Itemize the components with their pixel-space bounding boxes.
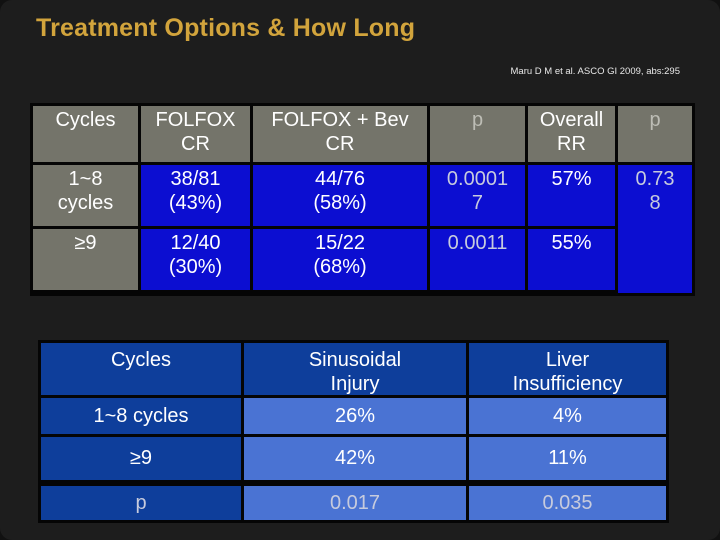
- table1-header-overall-rr: Overall RR: [528, 106, 615, 162]
- table2-row2-sinusoidal: 42%: [244, 437, 466, 480]
- table2-prow-sinusoidal: 0.017: [244, 483, 466, 520]
- table2-row1-label: 1~8 cycles: [41, 398, 241, 434]
- table1-header-p1: p: [430, 106, 525, 162]
- table1-row2-folfox-bev-cr: 15/22 (68%): [253, 229, 427, 290]
- table1-header-folfox-cr: FOLFOX CR: [141, 106, 250, 162]
- table2-header-sinusoidal-injury: Sinusoidal Injury: [244, 343, 466, 395]
- table1-merged-p-value: 0.73 8: [618, 165, 692, 293]
- table2-header-liver-insufficiency: Liver Insufficiency: [469, 343, 666, 395]
- table1-row1-folfox-cr: 38/81 (43%): [141, 165, 250, 226]
- table1-row1-label: 1~8 cycles: [33, 165, 138, 226]
- citation-reference: Maru D M et al. ASCO GI 2009, abs:295: [510, 66, 681, 77]
- table1-header-cycles: Cycles: [33, 106, 138, 162]
- table2-row2-insufficiency: 11%: [469, 437, 666, 480]
- table1-row2-folfox-cr: 12/40 (30%): [141, 229, 250, 290]
- table2-row1-insufficiency: 4%: [469, 398, 666, 434]
- response-rate-table: Cycles FOLFOX CR FOLFOX + Bev CR p Overa…: [30, 103, 695, 296]
- table1-row1-folfox-bev-cr: 44/76 (58%): [253, 165, 427, 226]
- table1-header-p2: p: [618, 106, 692, 162]
- table2-header-cycles: Cycles: [41, 343, 241, 395]
- table1-row2-label: ≥9: [33, 229, 138, 290]
- table2-row2-label: ≥9: [41, 437, 241, 480]
- table1-row2-p-value: 0.0011: [430, 229, 525, 290]
- table2-prow-label: p: [41, 483, 241, 520]
- table1-row1-p-value: 0.0001 7: [430, 165, 525, 226]
- table2-row1-sinusoidal: 26%: [244, 398, 466, 434]
- table1-row1-overall-rr: 57%: [528, 165, 615, 226]
- table1-header-folfox-bev-cr: FOLFOX + Bev CR: [253, 106, 427, 162]
- table2-prow-insufficiency: 0.035: [469, 483, 666, 520]
- slide-title: Treatment Options & How Long: [36, 14, 416, 42]
- table1-row2-overall-rr: 55%: [528, 229, 615, 290]
- liver-toxicity-table: Cycles Sinusoidal Injury Liver Insuffici…: [38, 340, 669, 523]
